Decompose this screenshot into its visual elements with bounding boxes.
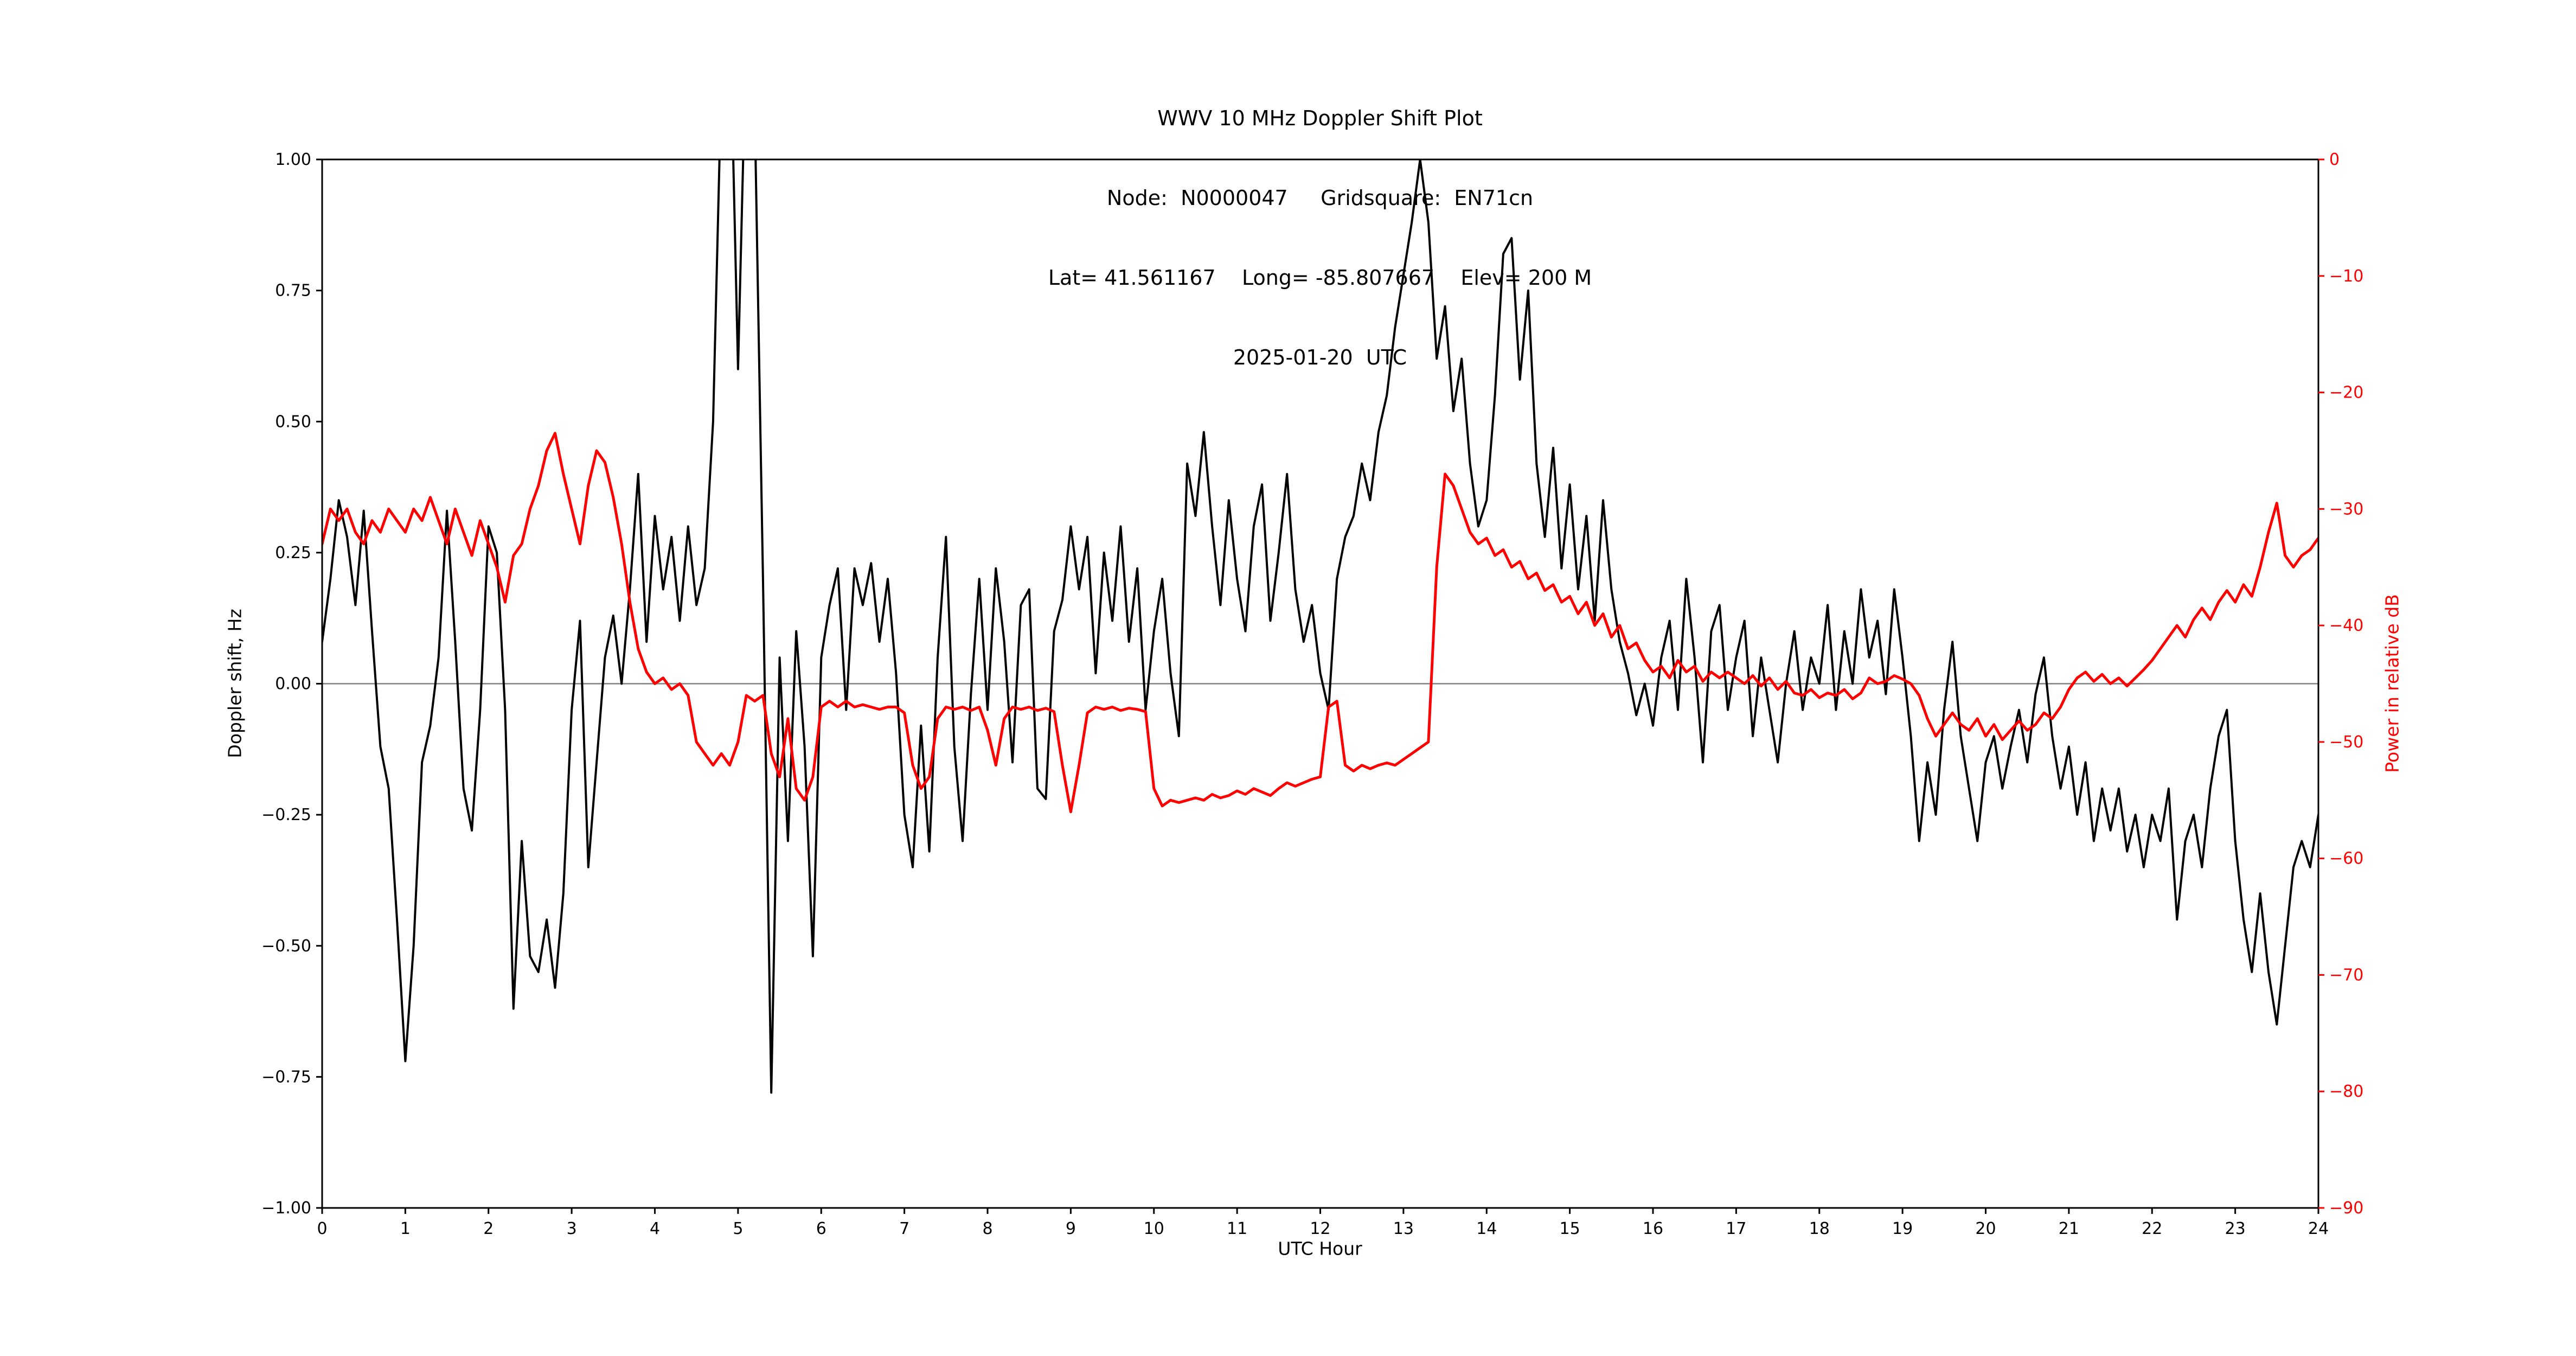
x-tick-label: 3 [567, 1219, 577, 1238]
x-axis-ticks: 0 1 2 3 4 5 6 7 8 9 10 11 12 13 14 15 16 17 18 19 20 21 22 23 24 [317, 1208, 2329, 1238]
right-tick-label: −10 [2329, 267, 2363, 286]
x-tick-label: 2 [483, 1219, 494, 1238]
x-tick-label: 13 [1393, 1219, 1414, 1238]
x-tick-label: 17 [1726, 1219, 1746, 1238]
x-tick-label: 23 [2225, 1219, 2246, 1238]
x-tick-label: 15 [1560, 1219, 1580, 1238]
left-tick-label: 0.75 [275, 282, 311, 300]
chart-subtitle-node: Node: N0000047 Gridsquare: EN71cn [1106, 186, 1534, 210]
x-tick-label: 24 [2308, 1219, 2329, 1238]
x-tick-label: 5 [733, 1219, 743, 1238]
series-group [322, 159, 2318, 1094]
left-tick-label: −1.00 [261, 1199, 311, 1218]
right-tick-label: −80 [2329, 1082, 2363, 1101]
doppler-series-line [322, 159, 2318, 1094]
x-tick-label: 7 [899, 1219, 909, 1238]
x-tick-label: 11 [1227, 1219, 1247, 1238]
x-tick-label: 12 [1310, 1219, 1330, 1238]
x-tick-label: 4 [650, 1219, 660, 1238]
chart-subtitle-location: Lat= 41.561167 Long= -85.807667 Elev= 20… [1048, 266, 1592, 290]
right-tick-label: −20 [2329, 383, 2363, 402]
left-axis-ticks: 1.00 0.75 0.50 0.25 0.00 −0.25 −0.50 −0.75 −1.00 [261, 150, 322, 1218]
x-tick-label: 8 [982, 1219, 992, 1238]
right-axis-ticks: 0 −10 −20 −30 −40 −50 −60 −70 −80 −90 [2318, 150, 2363, 1218]
x-tick-label: 16 [1643, 1219, 1663, 1238]
right-tick-label: −40 [2329, 616, 2363, 635]
x-tick-label: 10 [1144, 1219, 1164, 1238]
right-tick-label: −70 [2329, 965, 2363, 984]
left-tick-label: −0.75 [261, 1067, 311, 1086]
left-tick-label: 0.25 [275, 543, 311, 562]
chart-subtitle-date: 2025-01-20 UTC [1233, 346, 1407, 369]
x-tick-label: 20 [1975, 1219, 1996, 1238]
x-tick-label: 1 [400, 1219, 411, 1238]
x-tick-label: 9 [1066, 1219, 1076, 1238]
x-tick-label: 22 [2142, 1219, 2162, 1238]
chart-title: WWV 10 MHz Doppler Shift Plot [1157, 106, 1483, 130]
x-tick-label: 6 [816, 1219, 826, 1238]
x-tick-label: 0 [317, 1219, 327, 1238]
x-tick-label: 18 [1809, 1219, 1830, 1238]
left-tick-label: −0.50 [261, 937, 311, 956]
right-tick-label: −30 [2329, 500, 2363, 519]
x-tick-label: 21 [2059, 1219, 2079, 1238]
x-tick-label: 19 [1892, 1219, 1913, 1238]
right-tick-label: 0 [2329, 150, 2340, 169]
left-tick-label: −0.25 [261, 805, 311, 824]
x-axis-label: UTC Hour [1278, 1238, 1362, 1259]
right-tick-label: −60 [2329, 849, 2363, 868]
right-tick-label: −90 [2329, 1199, 2363, 1218]
left-tick-label: 0.50 [275, 412, 311, 431]
chart-title-block: WWV 10 MHz Doppler Shift Plot Node: N000… [1048, 52, 1592, 424]
x-tick-label: 14 [1476, 1219, 1497, 1238]
left-tick-label: 1.00 [275, 150, 311, 169]
power-series-line [322, 432, 2318, 814]
right-tick-label: −50 [2329, 733, 2363, 752]
left-tick-label: 0.00 [275, 675, 311, 694]
